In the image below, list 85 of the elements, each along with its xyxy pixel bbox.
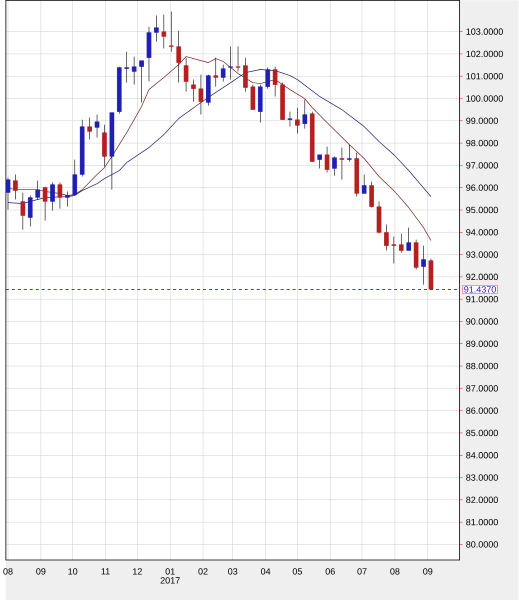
x-tick-label: 02 — [198, 568, 208, 575]
candlestick — [36, 180, 40, 200]
candlestick — [72, 159, 78, 196]
candlestick — [214, 57, 218, 87]
candlestick — [198, 74, 204, 115]
candlestick — [43, 186, 48, 221]
candlestick — [102, 124, 108, 167]
x-tick-label: 06 — [326, 568, 336, 575]
candlestick — [132, 56, 137, 85]
y-tick-label: 88.0000 — [466, 362, 498, 370]
ref-line-label: 91.4370 — [464, 286, 496, 293]
candlestick — [169, 11, 174, 52]
candlestick — [94, 114, 100, 138]
candlestick — [154, 15, 159, 42]
candlestick — [324, 146, 330, 173]
candlestick — [50, 182, 56, 211]
candlestick — [250, 84, 256, 110]
candlestick — [347, 144, 352, 162]
candlestick — [370, 181, 374, 208]
y-tick-label: 94.0000 — [466, 229, 498, 236]
x-tick-label: 08 — [390, 568, 400, 575]
x-tick-label: 09 — [423, 568, 433, 575]
candlestick — [243, 57, 248, 92]
candlestick — [332, 156, 338, 176]
x-tick-label: 10 — [68, 568, 78, 575]
candlestick — [162, 14, 166, 49]
candlestick — [13, 174, 18, 200]
x-tick-label: 09 — [36, 568, 46, 575]
y-tick-label: 84.0000 — [466, 452, 498, 458]
x-tick-label: 11 — [102, 568, 110, 574]
y-tick-label: 103.0000 — [466, 28, 504, 35]
candlestick — [399, 233, 404, 253]
y-tick-label: 81.0000 — [466, 518, 498, 526]
y-tick-label: 102.0000 — [466, 50, 504, 58]
y-tick-label: 85.0000 — [466, 430, 498, 436]
y-tick-label: 90.0000 — [466, 318, 498, 325]
y-tick-label: 99.0000 — [466, 118, 498, 124]
candlestick — [392, 236, 396, 264]
candlestick — [88, 117, 92, 140]
y-tick-label: 93.0000 — [466, 251, 498, 258]
candlestick — [228, 46, 234, 80]
y-tick-label: 95.0000 — [466, 206, 498, 214]
y-tick-label: 91.0000 — [466, 296, 498, 302]
y-tick-label: 83.0000 — [466, 474, 498, 481]
candlestick — [221, 64, 226, 82]
candlestick — [236, 46, 241, 72]
candlestick — [288, 111, 293, 127]
y-tick-label: 86.0000 — [466, 407, 498, 414]
candlestick — [65, 191, 70, 207]
text: 2017 — [160, 577, 180, 584]
candlestick — [421, 245, 426, 285]
candlestick — [384, 224, 389, 251]
candlestick — [139, 60, 144, 103]
y-tick-label: 80.0000 — [466, 541, 498, 548]
y-tick-label: 100.0000 — [466, 95, 504, 102]
candlestick — [58, 182, 62, 209]
candlestick — [191, 79, 196, 102]
candlestick — [176, 30, 182, 83]
x-tick-label: 01 — [166, 568, 175, 575]
y-tick-label: 89.0000 — [466, 340, 498, 347]
candlestick — [302, 99, 308, 129]
y-tick-label: 92.0000 — [466, 274, 498, 280]
x-tick-label: 08 — [4, 568, 13, 575]
candlestick — [340, 147, 344, 180]
y-tick-label: 97.0000 — [466, 162, 498, 169]
candlestick — [28, 195, 33, 227]
candlestick — [273, 66, 278, 97]
candlestick — [318, 154, 322, 169]
x-tick-label: 12 — [133, 568, 142, 574]
y-tick-label: 96.0000 — [466, 184, 498, 191]
x-tick-label: 07 — [358, 568, 367, 575]
x-tick-label: 04 — [261, 568, 271, 575]
y-tick-label: 82.0000 — [466, 496, 498, 504]
candlestick — [362, 174, 367, 194]
x-tick-label: 03 — [228, 568, 238, 575]
candlestick — [295, 107, 300, 134]
x-tick-label: 05 — [292, 568, 302, 575]
y-tick-label: 101.0000 — [466, 73, 504, 80]
candlestick — [184, 57, 189, 92]
y-tick-label: 98.0000 — [466, 140, 498, 146]
candlestick — [266, 67, 270, 89]
candlestick — [20, 192, 26, 230]
candlestick — [124, 51, 130, 83]
candlestick — [406, 227, 412, 251]
y-tick-label: 87.0000 — [466, 385, 498, 392]
